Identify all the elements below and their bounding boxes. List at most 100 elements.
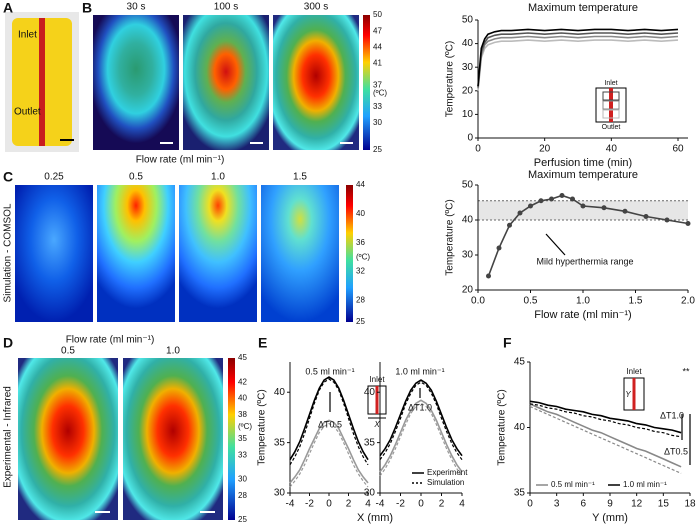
heatmap	[123, 358, 223, 520]
marker	[601, 205, 607, 211]
colorbar-unit: (ºC)	[238, 422, 252, 431]
y-tick-label: 40	[514, 422, 526, 433]
side-label: Simulation - COMSOL	[3, 203, 14, 302]
series-line	[529, 400, 682, 434]
arrow	[545, 233, 566, 256]
side-label: Experimental - Infrared	[3, 386, 14, 488]
annotation: ΔT1.0	[408, 402, 432, 412]
heatmap	[183, 15, 269, 150]
y-axis-label: Temperature (ºC)	[497, 389, 508, 465]
panel-label: B	[82, 0, 92, 16]
colorbar-tick-label: 35	[238, 434, 247, 443]
x-tick-label: -4	[286, 499, 295, 510]
chart-title: Maximum temperature	[528, 2, 638, 14]
heading: Flow rate (ml min⁻¹)	[66, 335, 155, 346]
rate-label: 0.5	[61, 346, 75, 357]
marker	[507, 222, 512, 228]
heatmap	[97, 185, 175, 322]
rate-label: 1.0	[166, 346, 180, 357]
heatmap	[273, 15, 359, 150]
colorbar-tick-label: 50	[373, 10, 382, 19]
x-tick-label: 18	[684, 499, 696, 510]
chart-title: Maximum temperature	[528, 169, 638, 181]
inset-channel	[609, 88, 613, 122]
series-line	[477, 32, 679, 88]
colorbar-tick-label: 25	[238, 515, 247, 524]
series-line	[529, 403, 682, 468]
y-axis-label: Temperature (ºC)	[445, 41, 456, 117]
y-tick-label: 30	[274, 488, 286, 499]
x-tick-label: -4	[376, 499, 385, 510]
x-tick-label: -2	[305, 499, 314, 510]
series-line	[379, 402, 463, 477]
annotation: ΔT0.5	[318, 419, 342, 429]
series-line	[289, 422, 369, 488]
series-line	[289, 376, 369, 461]
y-tick-label: 20	[462, 85, 474, 96]
panel-label: D	[3, 335, 13, 351]
y-tick-label: 40	[364, 387, 376, 398]
annotation: 1.0 ml min⁻¹	[395, 366, 444, 376]
x-tick-label: 9	[607, 499, 613, 510]
colorbar-tick-label: 25	[356, 317, 365, 326]
series-line	[379, 399, 463, 473]
rate-label: 0.5	[129, 172, 143, 183]
x-tick-label: 1.5	[629, 296, 643, 307]
heatmap	[261, 185, 339, 322]
legend-label: Experiment	[427, 468, 468, 477]
x-tick-label: -2	[396, 499, 405, 510]
y-tick-label: 35	[364, 437, 376, 448]
x-tick-label: 40	[606, 144, 618, 155]
heatmap	[179, 185, 257, 322]
colorbar-unit: (ºC)	[356, 253, 370, 262]
x-tick-label: 6	[581, 499, 587, 510]
colorbar-tick-label: 47	[373, 26, 382, 35]
outlet-label: Outlet	[14, 107, 41, 118]
x-axis-label: Y (mm)	[592, 512, 628, 524]
x-axis-label: Flow rate (ml min⁻¹)	[534, 309, 631, 321]
time-label: 300 s	[304, 2, 328, 13]
x-tick-label: 0	[326, 499, 332, 510]
annotation: Mild hyperthermia range	[536, 256, 633, 266]
colorbar	[346, 185, 353, 322]
heading: Flow rate (ml min⁻¹)	[136, 155, 225, 166]
colorbar	[363, 15, 370, 150]
y-tick-label: 40	[274, 387, 286, 398]
y-tick-label: 30	[364, 488, 376, 499]
y-tick-label: 35	[514, 488, 526, 499]
marker	[685, 221, 691, 226]
heatmap	[93, 15, 179, 150]
colorbar-tick-label: 30	[373, 118, 382, 127]
x-tick-label: 2	[439, 499, 445, 510]
inset-label: Inlet	[604, 80, 617, 87]
inset-region	[602, 109, 620, 119]
marker	[570, 196, 575, 202]
rate-label: 0.25	[44, 172, 64, 183]
legend-label: Simulation	[427, 478, 464, 487]
panel-label: E	[258, 335, 267, 351]
colorbar-tick-label: 38	[238, 410, 247, 419]
x-tick-label: 15	[658, 499, 670, 510]
series-line	[477, 28, 679, 87]
colorbar-tick-label: 41	[373, 59, 382, 68]
marker	[528, 203, 533, 209]
y-tick-label: 45	[514, 357, 526, 368]
y-tick-label: 20	[462, 285, 474, 296]
colorbar-tick-label: 33	[238, 450, 247, 459]
colorbar-tick-label: 28	[238, 491, 247, 500]
inset-label: X	[373, 420, 380, 429]
annotation: **	[682, 366, 690, 376]
colorbar-unit: (ºC)	[373, 88, 387, 97]
time-label: 100 s	[214, 2, 238, 13]
x-axis-label: Perfusion time (min)	[534, 157, 632, 169]
y-tick-label: 30	[462, 62, 474, 73]
colorbar-tick-label: 45	[238, 353, 247, 362]
series-line	[477, 39, 679, 91]
heatmap	[15, 185, 93, 322]
x-tick-label: 2.0	[681, 296, 695, 307]
time-label: 30 s	[127, 2, 146, 13]
x-tick-label: 2	[346, 499, 352, 510]
marker	[622, 208, 628, 214]
colorbar-tick-label: 40	[238, 394, 247, 403]
